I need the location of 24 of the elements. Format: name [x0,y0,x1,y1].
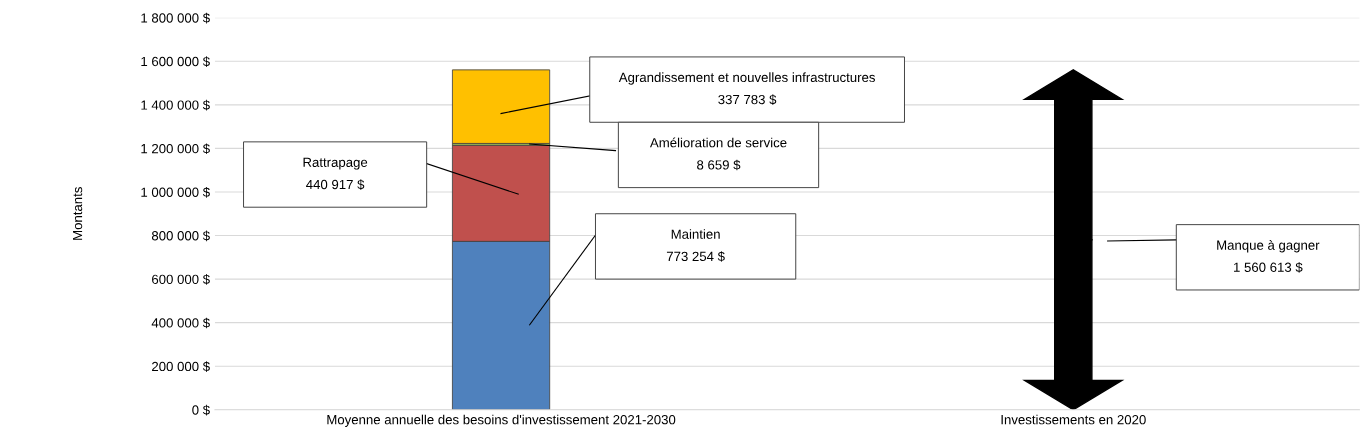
y-tick-label: 600 000 $ [152,274,210,285]
y-tick-label: 400 000 $ [151,317,210,329]
annotation: 440 917 $ [306,179,365,190]
x-tick-label: Investissements en 2020 [1001,414,1146,425]
y-tick-label: 1 200 000 $ [141,143,210,155]
bar [451,69,551,144]
x-tick-label: Moyenne annuelle des besoins d'investissement 2021-2030 [327,414,676,427]
annotation: Maintien [671,229,720,239]
annotation: 1 560 613 $ [1234,262,1303,273]
annotation: Amélioration de service [649,137,787,148]
y-tick-label: 800 000 $ [151,230,210,242]
y-tick-label: 1 600 000 $ [141,56,210,67]
y-tick-label: 1 400 000 $ [141,99,210,111]
annotation: Agrandissement et nouvelles infrastructures [618,72,875,85]
annotation: Manque à gagner [1217,239,1320,253]
y-axis-title: Montants [73,187,83,240]
y-tick-label: 1 000 000 $ [141,186,210,198]
y-tick-label: 200 000 $ [152,361,210,372]
annotation: 337 783 $ [718,94,777,106]
annotation: Rattrapage [303,157,368,170]
annotation: 8 659 $ [697,159,741,171]
annotation: 773 254 $ [666,251,725,262]
y-tick-label: 0 $ [192,404,210,416]
y-tick-label: 1 800 000 $ [141,12,210,24]
